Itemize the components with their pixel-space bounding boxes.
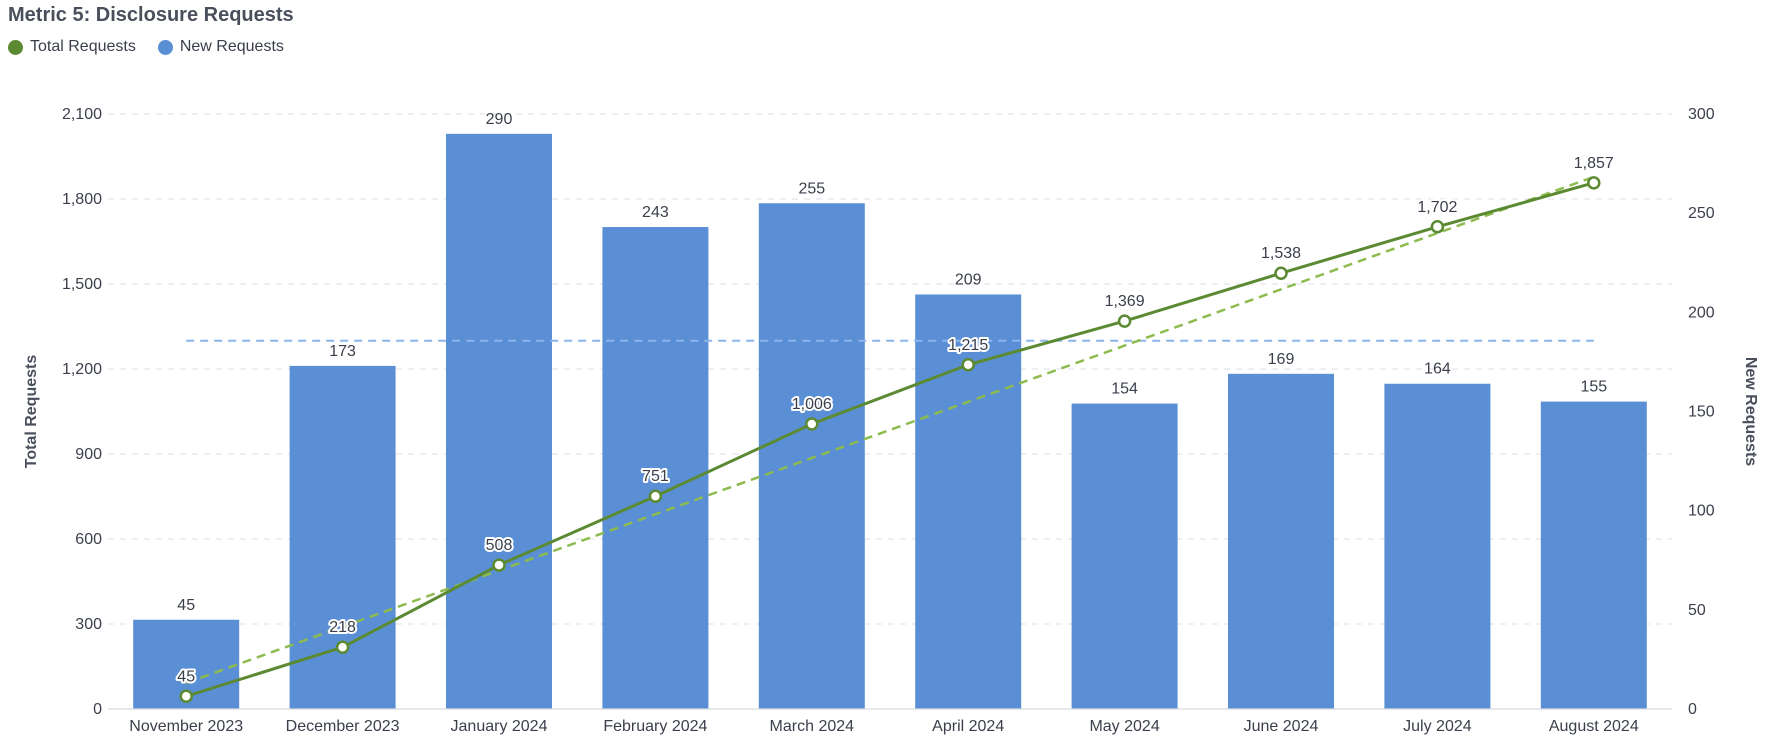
bar <box>915 294 1022 709</box>
x-tick-label: July 2024 <box>1403 718 1472 735</box>
bar-value-label: 209 <box>955 271 982 288</box>
y-tick-label: 300 <box>75 616 102 633</box>
line-value-label: 1,215 <box>948 337 988 354</box>
legend-swatch-total <box>8 39 23 55</box>
line-point <box>1430 220 1445 234</box>
bar-value-label: 290 <box>486 111 513 128</box>
trend-line <box>185 175 1595 685</box>
x-tick-label: May 2024 <box>1089 718 1159 735</box>
legend-label-total: Total Requests <box>30 38 136 55</box>
gridlines <box>108 113 1672 625</box>
y2-tick-label: 200 <box>1688 304 1715 321</box>
legend-swatch-new <box>157 39 173 55</box>
bar-value-label: 255 <box>798 180 825 197</box>
bar-value-label: 45 <box>177 597 195 614</box>
data-labels: 45 173 290 243 255 209 154 169 164 155 45 218 508 751… <box>175 111 1616 687</box>
line-value-label: 218 <box>329 619 356 636</box>
total-requests-line <box>185 181 1595 698</box>
y2-tick-label: 0 <box>1688 701 1697 718</box>
line-series <box>179 176 1601 703</box>
bar <box>1228 373 1334 709</box>
legend-item-total-requests[interactable]: Total Requests <box>8 38 136 56</box>
bar-value-label: 164 <box>1424 361 1451 378</box>
bar <box>1071 403 1178 709</box>
line-value-label: 751 <box>642 468 669 485</box>
bar-value-label: 155 <box>1580 379 1607 396</box>
bar <box>446 133 552 710</box>
line-value-label: 1,006 <box>792 396 832 413</box>
line-point <box>1587 176 1601 190</box>
y2-tick-label: 100 <box>1688 503 1715 520</box>
y2-tick-label: 150 <box>1688 404 1715 421</box>
legend-item-new-requests[interactable]: New Requests <box>157 38 284 56</box>
y-tick-label: 1,200 <box>62 361 102 378</box>
x-tick-label: August 2024 <box>1549 718 1639 735</box>
y-tick-label: 0 <box>93 701 102 718</box>
line-point <box>1117 314 1132 328</box>
bar-value-label: 169 <box>1268 351 1295 368</box>
x-tick-label: March 2024 <box>770 718 855 735</box>
y-axis-title: Total Requests <box>23 355 40 469</box>
line-point <box>961 358 975 372</box>
line-point <box>648 489 663 503</box>
x-tick-label: April 2024 <box>932 718 1004 735</box>
x-tick-label: January 2024 <box>451 718 548 735</box>
chart-title: Metric 5: Disclosure Requests <box>8 4 294 26</box>
line-value-label: 508 <box>486 537 513 554</box>
bar-value-label: 243 <box>642 204 669 221</box>
x-tick-label: June 2024 <box>1244 718 1319 735</box>
y-tick-label: 1,500 <box>62 276 102 293</box>
axes: 0 300 600 900 1,200 1,500 1,800 2,100 0 50 100 150 2… <box>23 106 1759 735</box>
x-tick-label: February 2024 <box>603 718 707 735</box>
bar <box>602 227 709 710</box>
reference-lines <box>185 175 1595 685</box>
x-tick-label: November 2023 <box>129 718 243 735</box>
line-value-label: 1,538 <box>1261 245 1301 262</box>
y2-tick-label: 300 <box>1688 106 1715 123</box>
y2-tick-label: 250 <box>1688 205 1715 222</box>
y-tick-label: 600 <box>75 531 102 548</box>
line-point <box>492 558 506 572</box>
line-value-label: 1,857 <box>1574 155 1614 172</box>
bar-value-label: 173 <box>329 343 356 360</box>
y2-axis-title: New Requests <box>1742 357 1759 466</box>
line-value-label: 1,702 <box>1417 199 1457 216</box>
line-point <box>179 689 193 703</box>
line-point <box>805 417 819 431</box>
x-tick-label: December 2023 <box>286 718 400 735</box>
bar-value-label: 154 <box>1111 381 1138 398</box>
bar <box>1540 401 1647 709</box>
line-value-label: 1,369 <box>1105 293 1145 310</box>
line-point <box>335 640 350 654</box>
y-tick-label: 900 <box>75 446 102 463</box>
legend: Total Requests New Requests <box>8 38 284 56</box>
legend-label-new: New Requests <box>179 38 284 55</box>
bar <box>758 203 865 709</box>
bar <box>1384 383 1491 709</box>
y2-tick-label: 50 <box>1688 602 1706 619</box>
y-tick-label: 2,100 <box>62 106 102 123</box>
y-tick-label: 1,800 <box>62 191 102 208</box>
bar-series <box>133 133 1647 710</box>
line-point <box>1274 266 1288 280</box>
line-value-label: 45 <box>177 668 195 685</box>
